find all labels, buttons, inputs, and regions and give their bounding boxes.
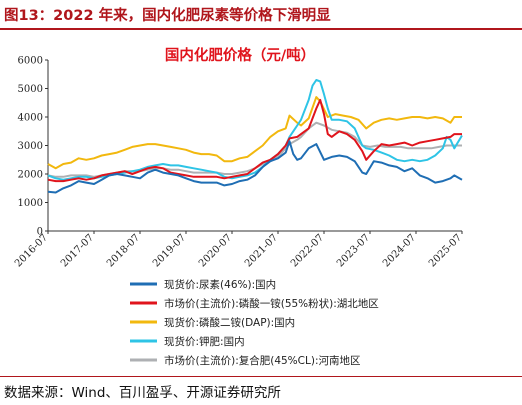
y-tick-label: 0 (37, 227, 43, 238)
x-tick-label: 2019-07 (151, 232, 188, 269)
legend-label-urea: 现货价:尿素(46%):国内 (164, 278, 276, 291)
x-tick-label: 2024-07 (381, 232, 418, 269)
series-line-kcl (47, 79, 463, 181)
y-tick-label: 5000 (18, 84, 43, 95)
series-line-map (47, 98, 462, 183)
figure-caption: 图13：2022 年来，国内化肥尿素等价格下滑明显 (4, 8, 331, 24)
x-tick-label: 2016-07 (13, 232, 50, 269)
x-tick-label: 2022-07 (289, 232, 326, 269)
legend-label-kcl: 现货价:钾肥:国内 (164, 335, 245, 348)
x-tick-label: 2018-07 (105, 232, 142, 269)
legend: 现货价:尿素(46%):国内市场价(主流价):磷酸一铵(55%粉状):湖北地区现… (130, 278, 379, 367)
series-line-urea (47, 140, 463, 194)
y-tick-label: 3000 (18, 141, 43, 152)
y-tick-label: 6000 (18, 56, 43, 67)
series-layer (47, 79, 463, 194)
x-tick-label: 2023-07 (335, 232, 372, 269)
source-rule (0, 376, 522, 377)
y-tick-label: 2000 (18, 170, 43, 181)
series-line-dap (47, 96, 462, 170)
legend-label-dap: 现货价:磷酸二铵(DAP):国内 (164, 316, 295, 329)
x-tick-label: 2025-07 (427, 232, 464, 269)
x-tick-label: 2021-07 (243, 232, 280, 269)
data-source: 数据来源：Wind、百川盈孚、开源证券研究所 (4, 385, 281, 401)
x-tick-label: 2020-07 (197, 232, 234, 269)
chart-title: 国内化肥价格（元/吨） (165, 46, 315, 64)
y-tick-label: 4000 (18, 113, 43, 124)
x-tick-label: 2017-07 (59, 232, 96, 269)
price-line-chart: 国内化肥价格（元/吨） 0 1000 2000 3000 4000 5000 6000 201… (13, 46, 464, 367)
legend-label-map: 市场价(主流价):磷酸一铵(55%粉状):湖北地区 (164, 297, 379, 310)
legend-label-compound: 市场价(主流价):复合肥(45%CL):河南地区 (164, 354, 360, 367)
y-tick-label: 1000 (18, 198, 43, 209)
caption-rule (0, 28, 522, 30)
